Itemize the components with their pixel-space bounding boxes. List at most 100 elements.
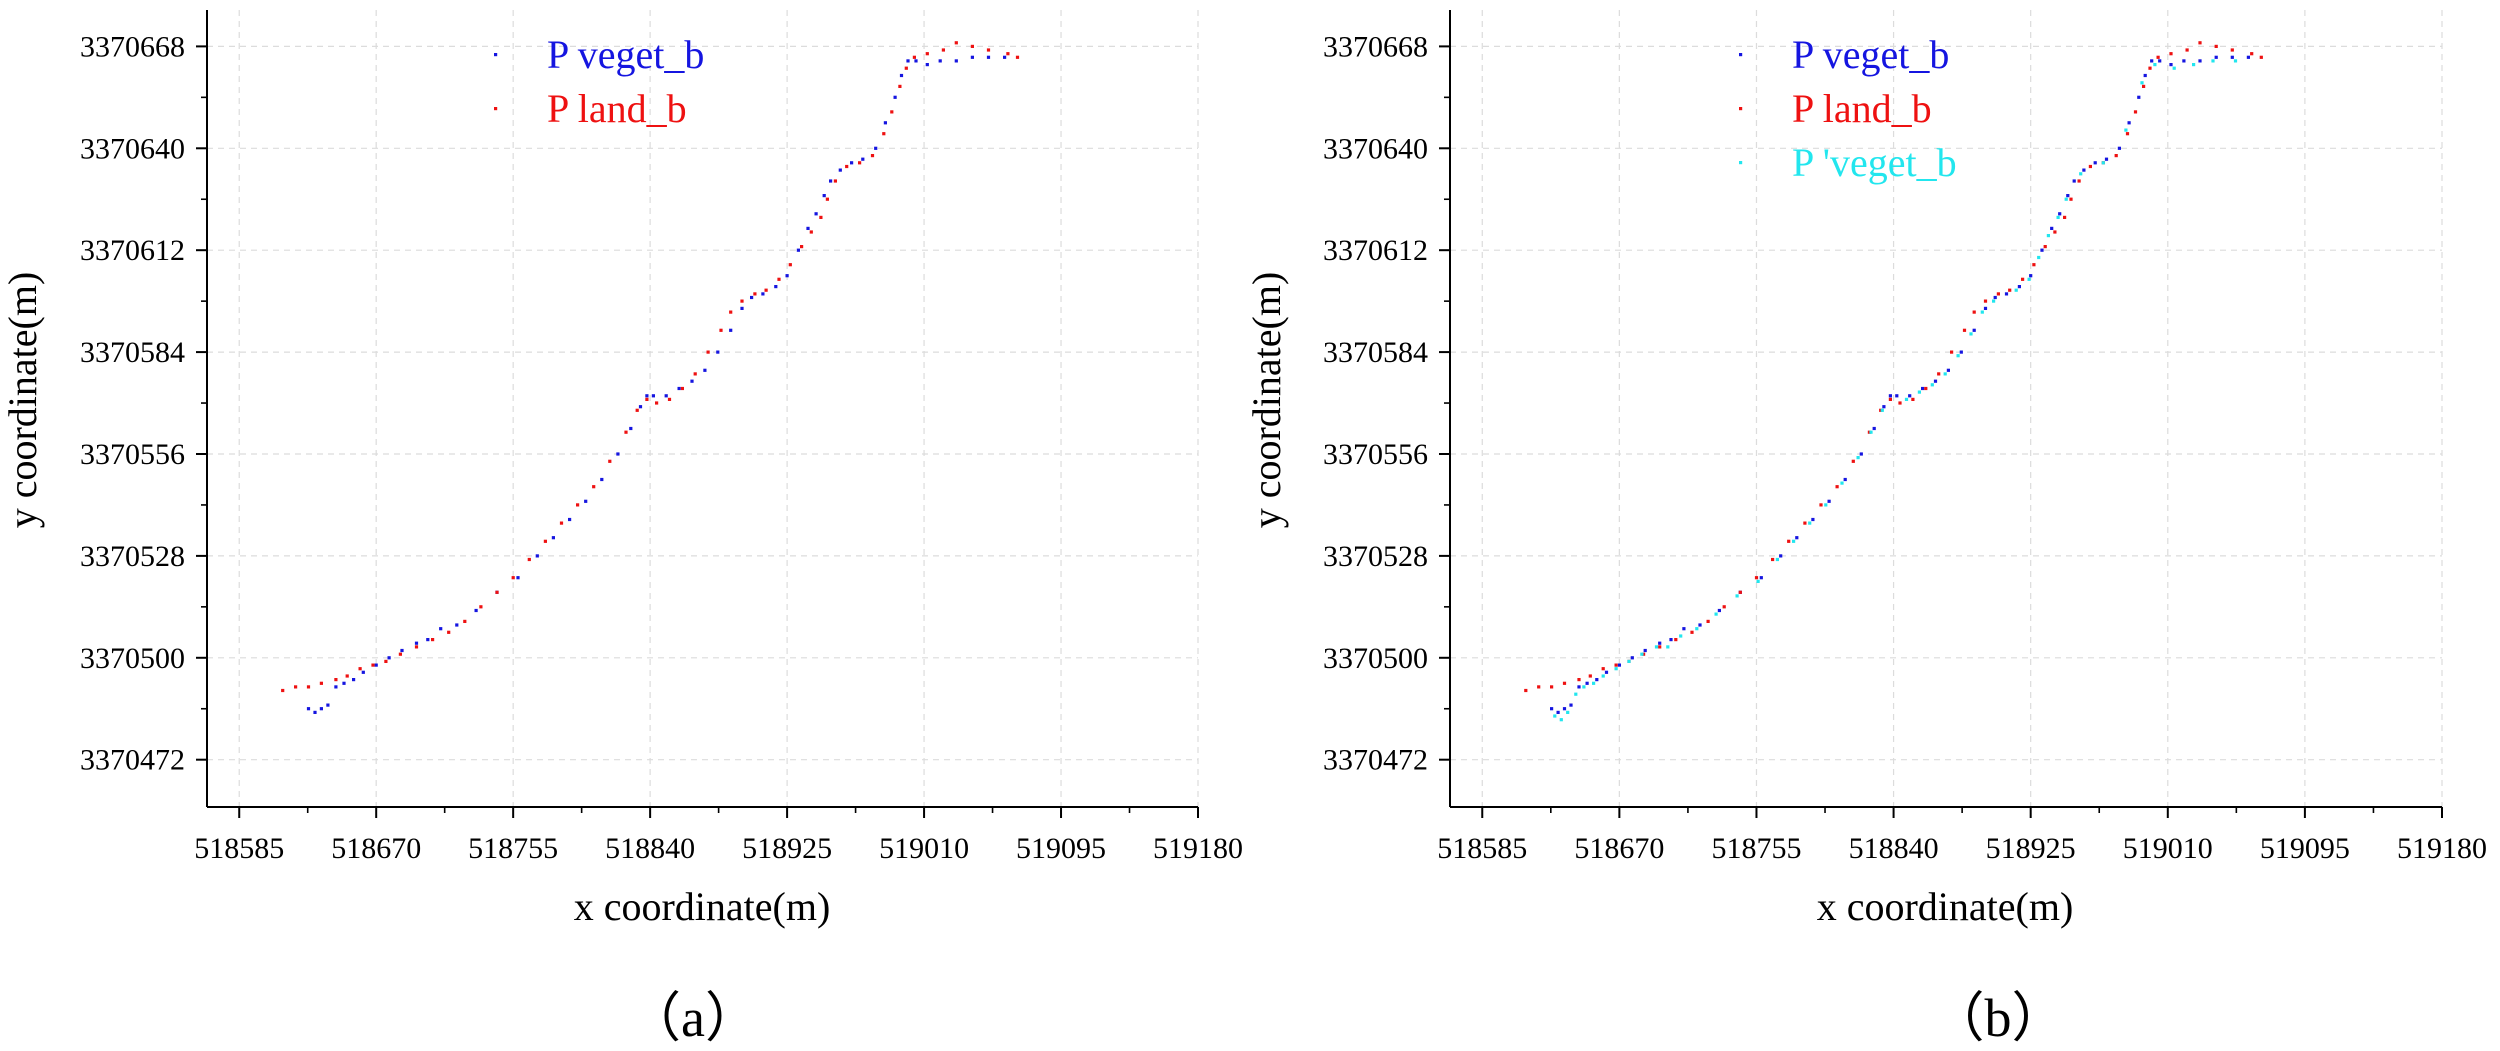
data-point	[1824, 503, 1828, 507]
data-point	[1617, 663, 1621, 667]
data-point	[1779, 554, 1783, 558]
data-point	[426, 638, 430, 642]
data-point	[1562, 681, 1567, 685]
data-point	[941, 48, 945, 52]
data-point	[1682, 627, 1686, 631]
data-point	[2172, 66, 2176, 70]
data-point	[1851, 459, 1855, 463]
data-point	[1717, 608, 1721, 613]
y-tick-label: 3370612	[80, 234, 185, 267]
data-point	[342, 681, 346, 685]
data-point	[352, 678, 356, 682]
data-point	[2211, 59, 2215, 63]
data-point	[2250, 52, 2254, 56]
data-point	[1792, 539, 1796, 543]
data-point	[1917, 390, 1921, 394]
x-tick-label: 518670	[331, 832, 421, 865]
data-point	[608, 459, 612, 463]
data-point	[806, 226, 810, 230]
data-point	[1924, 386, 1928, 391]
data-point	[2137, 95, 2141, 99]
data-point	[1756, 579, 1760, 583]
y-tick-label: 3370556	[1323, 438, 1428, 471]
x-tick-label: 519095	[2260, 832, 2350, 865]
data-point	[1980, 310, 1984, 314]
data-point	[874, 146, 878, 150]
data-point	[1679, 634, 1683, 638]
data-point	[1843, 477, 1847, 482]
x-tick-label: 518585	[194, 832, 284, 865]
data-point	[1592, 681, 1596, 685]
data-point	[2069, 197, 2073, 201]
data-point	[2037, 255, 2041, 260]
data-point	[764, 288, 768, 292]
data-point	[294, 685, 298, 689]
data-point	[1754, 576, 1759, 580]
data-point	[1888, 397, 1892, 401]
data-point	[1888, 394, 1892, 398]
y-tick-label: 3370640	[80, 132, 185, 165]
data-point	[2148, 66, 2152, 70]
data-point	[2077, 179, 2081, 183]
x-tick-label: 518755	[1711, 832, 1801, 865]
data-point	[825, 197, 829, 201]
data-point	[1003, 55, 1007, 59]
data-point	[2027, 277, 2031, 281]
data-point	[1835, 485, 1839, 489]
panel-label: （a）	[627, 988, 759, 1048]
data-point	[2056, 215, 2060, 219]
data-point	[861, 157, 865, 161]
data-point	[1642, 652, 1646, 656]
legend-label: P land_b	[547, 86, 687, 131]
data-point	[645, 394, 649, 398]
data-point	[1666, 645, 1670, 649]
series-0	[306, 55, 1007, 714]
data-point	[1921, 386, 1925, 391]
data-point	[1775, 557, 1779, 562]
data-point	[1993, 295, 1997, 300]
data-point	[870, 154, 875, 158]
data-point	[1950, 350, 1954, 354]
data-point	[576, 503, 580, 507]
data-point	[1811, 517, 1815, 522]
data-point	[729, 328, 733, 332]
data-point	[1614, 663, 1618, 667]
data-point	[898, 84, 902, 88]
data-point	[1738, 590, 1742, 594]
data-point	[906, 59, 910, 63]
data-point	[970, 44, 974, 48]
data-point	[2021, 277, 2025, 281]
x-tick-label: 518670	[1574, 832, 1664, 865]
data-point	[706, 350, 710, 354]
data-point	[753, 292, 757, 296]
data-point	[986, 48, 991, 52]
data-point	[281, 688, 285, 693]
data-point	[858, 161, 862, 165]
y-tick-label: 3370556	[80, 438, 185, 471]
data-point	[2082, 168, 2086, 172]
data-point	[400, 648, 404, 653]
data-point	[1933, 379, 1938, 383]
data-point	[2140, 81, 2144, 85]
data-point	[1674, 638, 1678, 642]
data-point	[690, 379, 694, 383]
data-point	[1559, 718, 1563, 722]
data-point	[635, 408, 639, 412]
data-point	[986, 55, 991, 59]
data-point	[809, 230, 813, 234]
data-point	[1614, 667, 1618, 671]
legend-label: P veget_b	[547, 32, 704, 77]
data-point	[833, 179, 837, 183]
y-tick-label: 3370528	[1323, 540, 1428, 573]
data-point	[970, 55, 974, 59]
data-point	[398, 652, 402, 656]
data-point	[1601, 667, 1605, 671]
data-point	[761, 292, 765, 296]
data-point	[527, 557, 531, 562]
data-point	[2143, 73, 2147, 78]
data-point	[447, 630, 451, 634]
data-point	[925, 52, 929, 56]
x-tick-label: 518585	[1437, 832, 1527, 865]
data-point	[1962, 328, 1967, 332]
data-point	[1550, 707, 1554, 711]
